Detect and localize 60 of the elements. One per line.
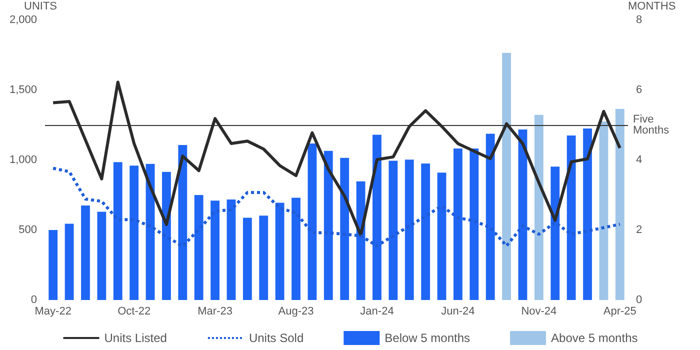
bar [292,198,300,300]
bar [615,108,624,300]
bar [454,148,462,300]
y2-tick-label: 2 [636,224,642,236]
y-tick-label: 2,000 [9,14,37,26]
bar [242,218,252,300]
bar [113,162,122,300]
y-tick-label: 500 [18,224,37,236]
bar [210,200,220,300]
bar [470,148,479,300]
bar [340,158,350,300]
bar [534,114,544,300]
bar [583,128,592,300]
bar [81,206,90,300]
bar [226,200,236,300]
legend-label: Units Listed [104,331,167,345]
bar [388,160,398,300]
y-tick-label: 1,000 [9,154,37,166]
x-tick-label: Apr-25 [603,306,636,318]
bar [404,160,414,300]
bar [64,224,74,300]
bar [421,164,430,300]
bar [518,130,528,300]
bar [259,216,268,300]
x-tick-label: Mar-23 [198,306,232,318]
bar [324,150,333,300]
y2-tick-label: 4 [636,154,642,166]
bar [308,144,317,300]
y2-axis-title: MONTHS [628,0,676,12]
legend-label: Above 5 months [551,331,638,345]
x-tick-label: Jan-24 [360,306,394,318]
y2-tick-label: 8 [636,14,642,26]
bar [566,136,576,300]
x-tick-label: Nov-24 [521,306,557,318]
x-tick-label: Oct-22 [118,306,151,318]
y2-tick-label: 6 [636,84,642,96]
line-series [52,166,622,248]
legend-label: Units Sold [248,331,304,345]
bar [502,52,511,300]
legend-label: Below 5 months [384,331,470,345]
y-tick-label: 1,500 [9,84,37,96]
bar [437,172,446,300]
x-tick-label: May-22 [34,306,72,318]
bar [130,166,139,300]
bar [372,134,382,300]
bar [599,122,608,300]
bar [97,212,106,300]
bar [275,202,284,300]
x-tick-label: Aug-23 [278,306,314,318]
ref-line-label: Five Months [633,114,670,136]
y-axis-title: UNITS [24,0,57,12]
y2-tick-label: 0 [636,294,642,306]
bar [486,134,495,300]
y-tick-label: 0 [30,294,37,306]
bar [178,144,188,300]
bar [194,195,204,300]
bar [550,166,560,300]
bar [48,230,58,300]
x-tick-label: Jun-24 [441,306,475,318]
bar [162,172,171,300]
